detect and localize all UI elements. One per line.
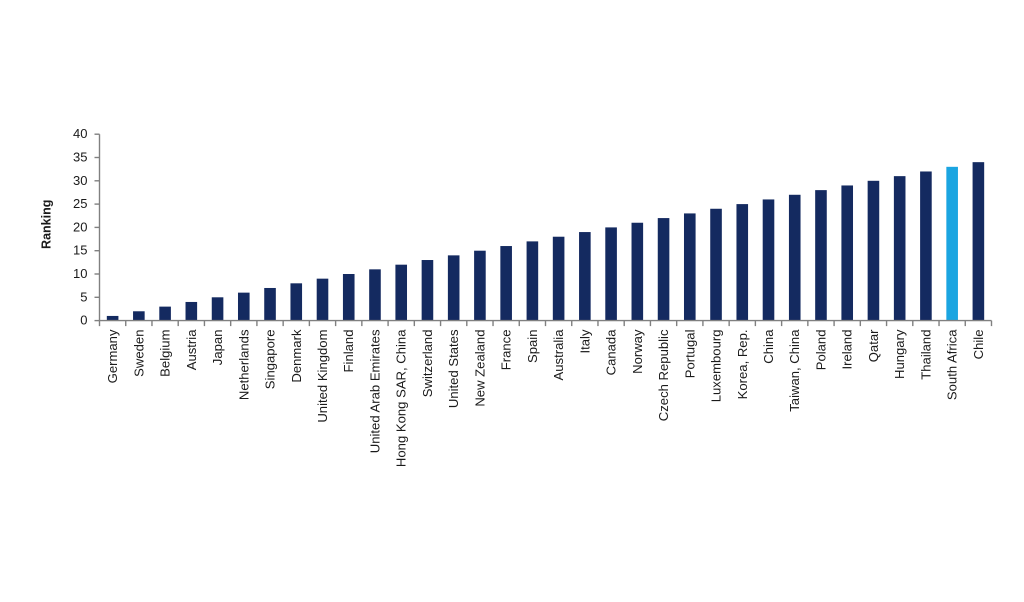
svg-text:Sweden: Sweden [131, 330, 146, 377]
svg-text:Hungary: Hungary [892, 329, 907, 379]
svg-text:Thailand: Thailand [918, 330, 933, 380]
svg-text:30: 30 [73, 173, 87, 188]
svg-text:15: 15 [73, 243, 87, 258]
svg-text:Qatar: Qatar [866, 329, 881, 362]
svg-text:Czech Republic: Czech Republic [656, 329, 671, 421]
svg-text:United Kingdom: United Kingdom [315, 329, 330, 422]
svg-text:10: 10 [73, 266, 87, 281]
svg-text:United States: United States [446, 329, 461, 408]
svg-text:Spain: Spain [525, 330, 540, 364]
svg-text:Canada: Canada [604, 329, 619, 376]
svg-text:Japan: Japan [210, 330, 225, 366]
svg-text:Australia: Australia [551, 329, 566, 381]
svg-text:Austria: Austria [184, 329, 199, 370]
svg-text:Hong Kong SAR, China: Hong Kong SAR, China [394, 329, 409, 467]
svg-text:China: China [761, 329, 776, 364]
svg-text:France: France [499, 330, 514, 371]
svg-text:Netherlands: Netherlands [236, 329, 251, 400]
svg-text:Finland: Finland [341, 330, 356, 373]
svg-text:Belgium: Belgium [158, 329, 173, 376]
svg-text:35: 35 [73, 150, 87, 165]
svg-text:25: 25 [73, 196, 87, 211]
svg-text:0: 0 [80, 313, 87, 328]
svg-text:South Africa: South Africa [945, 329, 960, 400]
svg-text:Norway: Norway [630, 329, 645, 374]
svg-text:Switzerland: Switzerland [420, 330, 435, 398]
svg-text:40: 40 [73, 126, 87, 141]
svg-text:New Zealand: New Zealand [472, 330, 487, 407]
svg-text:Singapore: Singapore [263, 330, 278, 390]
svg-text:Chile: Chile [971, 330, 986, 360]
svg-text:Korea, Rep.: Korea, Rep. [735, 330, 750, 400]
svg-text:Ireland: Ireland [840, 330, 855, 370]
svg-text:Taiwan, China: Taiwan, China [787, 329, 802, 412]
svg-text:5: 5 [80, 289, 87, 304]
svg-text:Germany: Germany [105, 329, 120, 383]
svg-text:Ranking: Ranking [40, 200, 54, 249]
svg-text:Denmark: Denmark [289, 329, 304, 383]
svg-text:United Arab Emirates: United Arab Emirates [367, 329, 382, 453]
svg-text:Poland: Poland [813, 330, 828, 371]
svg-text:20: 20 [73, 219, 87, 234]
svg-text:Italy: Italy [577, 329, 592, 353]
svg-text:Luxembourg: Luxembourg [709, 330, 724, 403]
svg-text:Portugal: Portugal [682, 329, 697, 378]
